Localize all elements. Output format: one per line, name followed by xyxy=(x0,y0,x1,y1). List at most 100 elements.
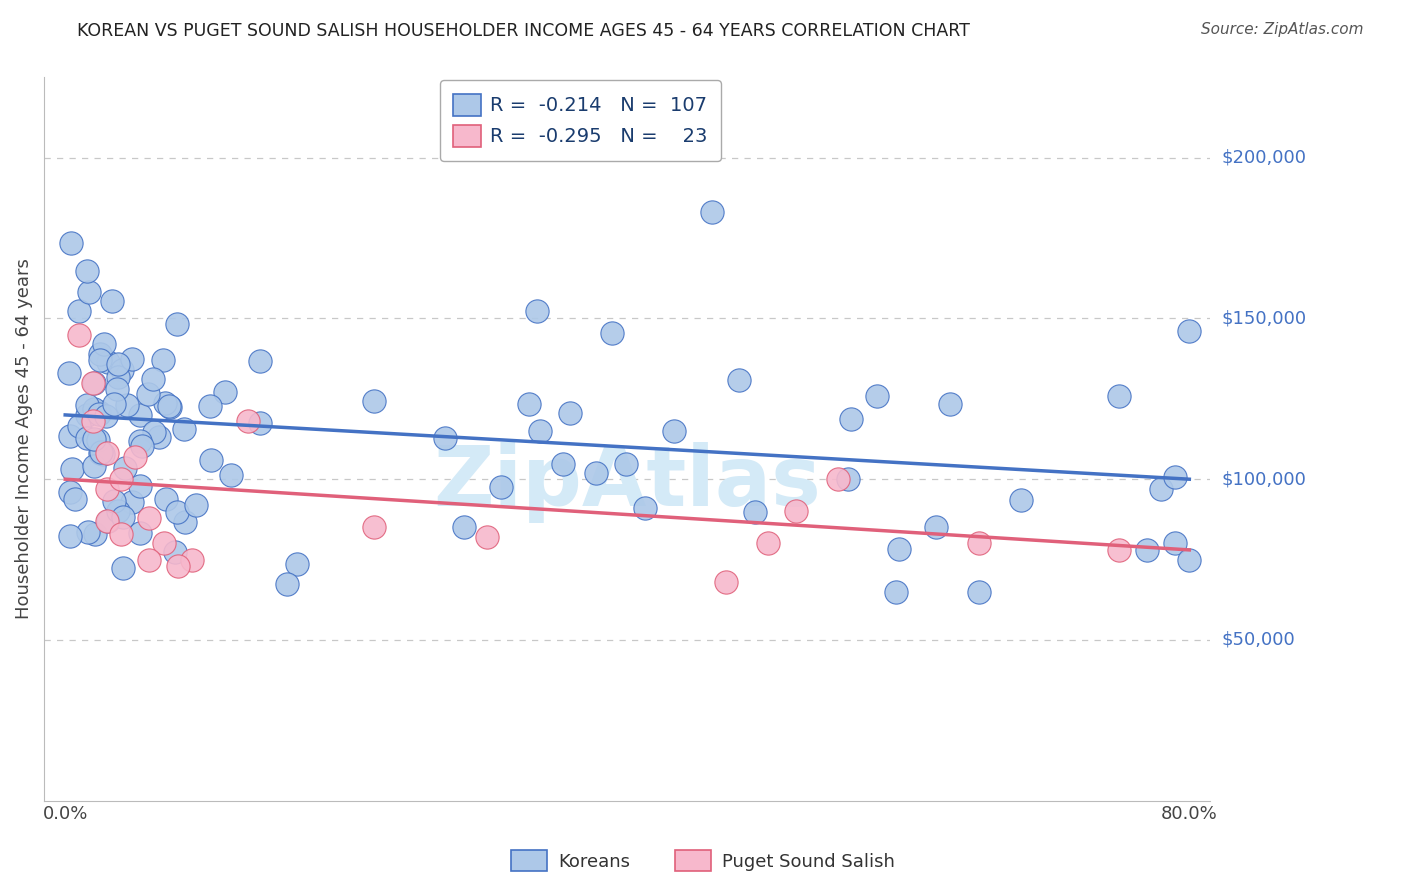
Point xyxy=(114,461,136,475)
Point xyxy=(1108,542,1130,557)
Point xyxy=(198,400,221,414)
Point xyxy=(148,430,170,444)
Point xyxy=(76,264,98,278)
Point xyxy=(1010,493,1032,508)
Point xyxy=(107,370,129,384)
Point xyxy=(152,536,174,550)
Point xyxy=(236,414,259,428)
Point xyxy=(83,402,105,417)
Point xyxy=(756,536,779,550)
Point xyxy=(159,401,181,415)
Point xyxy=(664,425,686,439)
Point xyxy=(60,461,83,475)
Point xyxy=(87,433,110,447)
Point xyxy=(111,509,134,524)
Point xyxy=(90,445,112,459)
Point xyxy=(153,396,176,410)
Point xyxy=(82,376,104,390)
Point xyxy=(84,527,107,541)
Point xyxy=(138,510,160,524)
Point xyxy=(517,397,540,411)
Point xyxy=(67,327,90,342)
Point xyxy=(1108,389,1130,403)
Text: Source: ZipAtlas.com: Source: ZipAtlas.com xyxy=(1201,22,1364,37)
Point xyxy=(76,398,98,412)
Point xyxy=(433,431,456,445)
Point xyxy=(152,352,174,367)
Point xyxy=(65,491,87,506)
Point xyxy=(180,552,202,566)
Point xyxy=(700,205,723,219)
Point xyxy=(93,337,115,351)
Point xyxy=(89,353,111,368)
Point xyxy=(128,408,150,422)
Point xyxy=(276,577,298,591)
Point xyxy=(173,422,195,436)
Point xyxy=(200,453,222,467)
Point xyxy=(107,504,129,518)
Point xyxy=(83,376,105,390)
Point xyxy=(89,407,111,421)
Point xyxy=(107,357,129,371)
Point xyxy=(83,432,105,446)
Point xyxy=(79,285,101,300)
Point xyxy=(82,414,104,428)
Point xyxy=(1150,482,1173,496)
Point xyxy=(155,491,177,506)
Point xyxy=(124,450,146,464)
Point xyxy=(128,434,150,448)
Point xyxy=(142,372,165,386)
Point xyxy=(174,516,197,530)
Point xyxy=(219,467,242,482)
Legend: Koreans, Puget Sound Salish: Koreans, Puget Sound Salish xyxy=(503,843,903,879)
Point xyxy=(110,472,132,486)
Point xyxy=(60,235,83,250)
Text: $200,000: $200,000 xyxy=(1222,149,1306,167)
Point xyxy=(89,347,111,361)
Point xyxy=(249,354,271,368)
Point xyxy=(529,425,551,439)
Point xyxy=(76,408,98,422)
Point xyxy=(744,504,766,518)
Point xyxy=(558,406,581,420)
Point xyxy=(526,303,548,318)
Point xyxy=(363,520,385,534)
Point xyxy=(121,351,143,366)
Point xyxy=(939,397,962,411)
Point xyxy=(67,304,90,318)
Point xyxy=(111,362,134,376)
Point xyxy=(214,385,236,400)
Point xyxy=(131,439,153,453)
Point xyxy=(1164,470,1187,484)
Point xyxy=(97,514,120,528)
Point xyxy=(602,326,624,340)
Point xyxy=(1136,542,1159,557)
Point xyxy=(839,412,862,426)
Point xyxy=(249,416,271,430)
Point xyxy=(166,505,188,519)
Text: KOREAN VS PUGET SOUND SALISH HOUSEHOLDER INCOME AGES 45 - 64 YEARS CORRELATION C: KOREAN VS PUGET SOUND SALISH HOUSEHOLDER… xyxy=(77,22,970,40)
Point xyxy=(83,459,105,474)
Point xyxy=(866,389,889,403)
Point xyxy=(727,373,749,387)
Point xyxy=(634,501,657,516)
Point xyxy=(138,552,160,566)
Point xyxy=(69,418,91,433)
Point xyxy=(89,446,111,460)
Point xyxy=(87,405,110,419)
Point xyxy=(166,317,188,331)
Point xyxy=(59,429,82,443)
Point xyxy=(785,504,807,518)
Point xyxy=(157,399,180,413)
Point xyxy=(614,457,637,471)
Point xyxy=(121,495,143,509)
Point xyxy=(837,472,859,486)
Point xyxy=(115,398,138,412)
Point xyxy=(967,584,990,599)
Point xyxy=(585,466,607,480)
Point xyxy=(363,393,385,408)
Point xyxy=(475,530,498,544)
Point xyxy=(889,541,911,556)
Point xyxy=(59,485,82,500)
Point xyxy=(91,447,114,461)
